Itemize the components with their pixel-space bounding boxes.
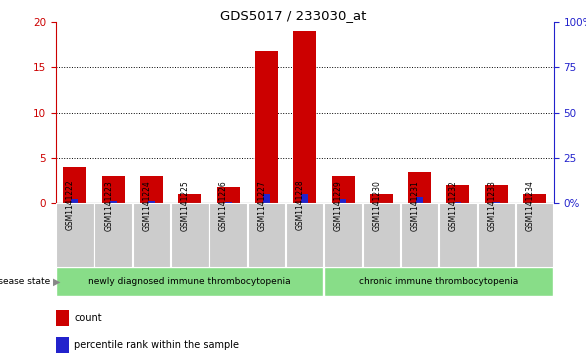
Bar	[332, 176, 355, 203]
Bar	[63, 167, 86, 203]
Bar	[523, 194, 546, 203]
Text: count: count	[74, 313, 102, 323]
Bar	[71, 199, 79, 203]
Bar	[301, 194, 308, 203]
Bar	[56, 337, 69, 354]
Text: GDS5017 / 233030_at: GDS5017 / 233030_at	[220, 9, 366, 22]
Text: GSM1141225: GSM1141225	[180, 180, 190, 231]
Bar	[224, 202, 231, 203]
Text: GSM1141223: GSM1141223	[104, 180, 113, 231]
Bar	[455, 202, 461, 203]
Bar	[324, 203, 362, 267]
Bar	[293, 31, 316, 203]
Bar	[440, 203, 477, 267]
Bar	[171, 203, 209, 267]
Text: GSM1141229: GSM1141229	[334, 180, 343, 231]
Text: percentile rank within the sample: percentile rank within the sample	[74, 340, 239, 350]
Text: GSM1141226: GSM1141226	[219, 180, 228, 231]
Bar	[401, 203, 438, 267]
Bar	[263, 194, 270, 203]
Bar	[493, 202, 500, 203]
Bar	[94, 203, 132, 267]
Text: disease state: disease state	[0, 277, 53, 286]
Bar	[478, 203, 515, 267]
Bar	[255, 51, 278, 203]
Bar	[416, 197, 423, 203]
Bar	[286, 203, 323, 267]
Bar	[248, 203, 285, 267]
Bar	[340, 199, 346, 203]
Text: ▶: ▶	[53, 276, 60, 286]
Bar	[363, 203, 400, 267]
Bar	[101, 176, 125, 203]
Bar	[209, 203, 247, 267]
Text: GSM1141234: GSM1141234	[526, 180, 534, 231]
Bar	[178, 194, 201, 203]
Bar	[324, 267, 553, 296]
Bar	[485, 185, 508, 203]
Bar	[132, 203, 171, 267]
Text: GSM1141222: GSM1141222	[66, 180, 75, 231]
Bar	[408, 172, 431, 203]
Text: GSM1141224: GSM1141224	[142, 180, 151, 231]
Text: GSM1141232: GSM1141232	[449, 180, 458, 231]
Text: newly diagnosed immune thrombocytopenia: newly diagnosed immune thrombocytopenia	[88, 277, 291, 286]
Text: GSM1141227: GSM1141227	[257, 180, 267, 231]
Bar	[140, 176, 163, 203]
Bar	[56, 310, 69, 326]
Text: GSM1141230: GSM1141230	[372, 180, 381, 231]
Bar	[56, 267, 323, 296]
Bar	[56, 203, 94, 267]
Bar	[370, 194, 393, 203]
Text: GSM1141228: GSM1141228	[296, 180, 305, 231]
Bar	[447, 185, 469, 203]
Bar	[516, 203, 553, 267]
Bar	[217, 187, 240, 203]
Text: chronic immune thrombocytopenia: chronic immune thrombocytopenia	[359, 277, 519, 286]
Text: GSM1141233: GSM1141233	[488, 180, 496, 231]
Bar	[110, 201, 117, 203]
Bar	[148, 201, 155, 203]
Text: GSM1141231: GSM1141231	[411, 180, 420, 231]
